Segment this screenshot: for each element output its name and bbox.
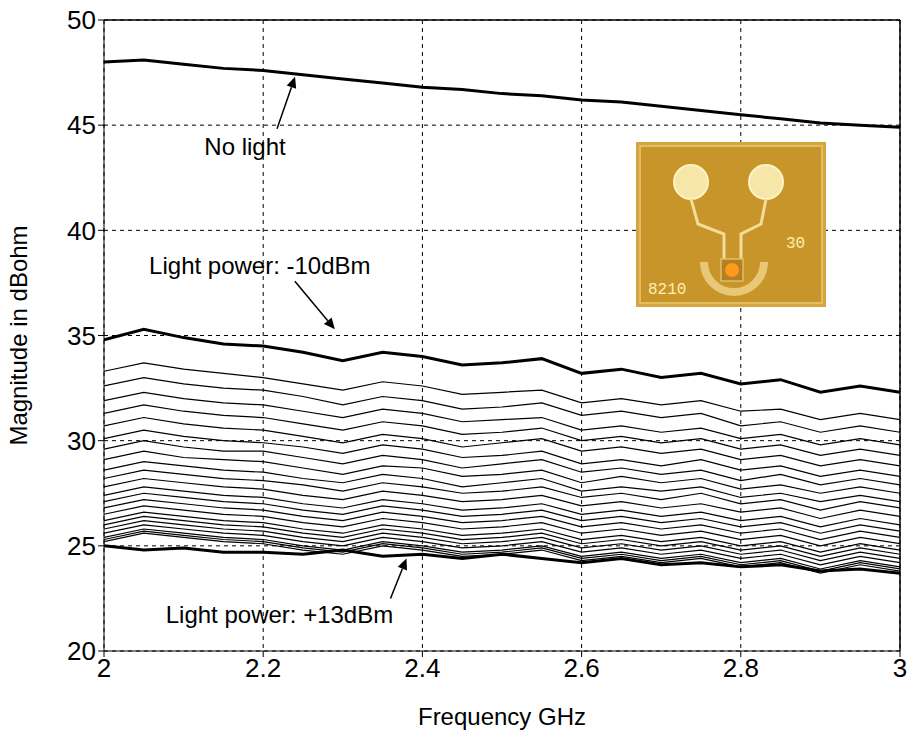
- svg-text:2.8: 2.8: [723, 653, 759, 683]
- svg-text:2.6: 2.6: [564, 653, 600, 683]
- svg-text:No light: No light: [204, 133, 286, 160]
- svg-text:35: 35: [67, 321, 96, 351]
- svg-text:2.4: 2.4: [404, 653, 440, 683]
- svg-text:8210: 8210: [648, 281, 686, 299]
- svg-text:Frequency GHz: Frequency GHz: [418, 703, 586, 730]
- svg-text:3: 3: [893, 653, 907, 683]
- svg-text:Magnitude in dBohm: Magnitude in dBohm: [5, 225, 32, 445]
- svg-text:45: 45: [67, 110, 96, 140]
- svg-text:25: 25: [67, 531, 96, 561]
- svg-text:2.2: 2.2: [245, 653, 281, 683]
- svg-text:20: 20: [67, 636, 96, 666]
- svg-text:40: 40: [67, 216, 96, 246]
- svg-text:Light power: +13dBm: Light power: +13dBm: [166, 601, 393, 628]
- svg-text:2: 2: [97, 653, 111, 683]
- svg-text:30: 30: [67, 426, 96, 456]
- svg-text:30: 30: [786, 235, 805, 253]
- svg-text:50: 50: [67, 5, 96, 35]
- svg-text:Light power: -10dBm: Light power: -10dBm: [149, 252, 370, 279]
